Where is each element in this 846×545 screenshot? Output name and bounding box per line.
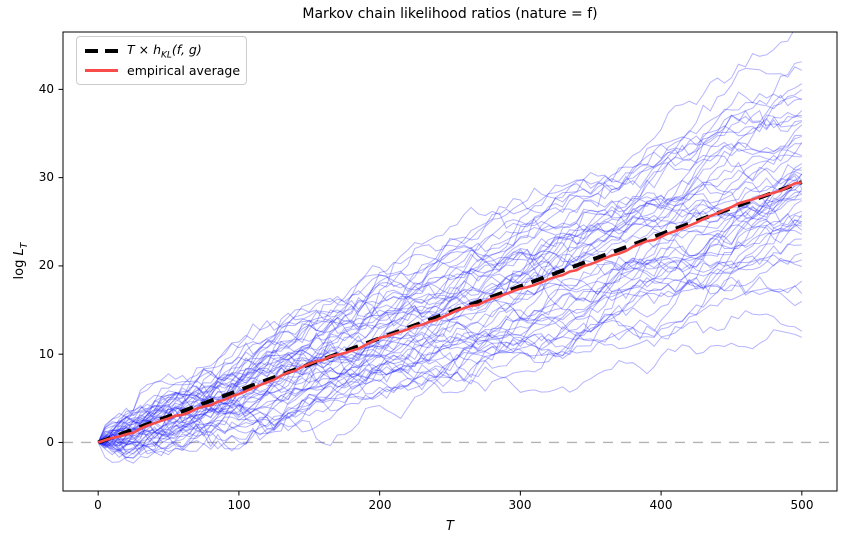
- y-tick-label-30: 30: [38, 170, 54, 184]
- trajectory-path: [98, 163, 802, 443]
- trajectory-path: [97, 213, 803, 448]
- trajectory-path: [97, 208, 802, 453]
- trajectory-path: [98, 214, 803, 453]
- trajectory-path: [97, 94, 802, 443]
- trajectory-path: [97, 197, 802, 464]
- trajectory-path: [97, 119, 802, 443]
- kl-reference-line: [97, 180, 803, 445]
- legend-dashed-line-sample: [85, 48, 118, 53]
- trajectory-path: [98, 154, 802, 443]
- trajectory-path: [97, 170, 802, 443]
- axes-spines: [62, 31, 838, 492]
- legend-entry-empirical-average: empirical average: [85, 61, 241, 81]
- trajectory-path: [97, 134, 802, 443]
- trajectory-path: [97, 259, 802, 443]
- x-tick-label-0: 0: [94, 498, 102, 512]
- x-tick-label-200: 200: [368, 498, 392, 512]
- trajectory-path: [97, 32, 802, 447]
- trajectory-path: [97, 66, 803, 455]
- x-tick-label-100: 100: [227, 498, 251, 512]
- trajectory-path: [97, 61, 802, 443]
- x-axis-label: T: [446, 519, 454, 534]
- empirical-average-line: [97, 181, 802, 444]
- trajectory-path: [98, 163, 803, 446]
- trajectory-path: [98, 217, 803, 443]
- trajectory-path: [98, 166, 803, 450]
- trajectory-path: [98, 193, 803, 443]
- y-axis-label: log LT: [12, 242, 30, 280]
- trajectory-path: [97, 238, 802, 450]
- trajectory-path: [97, 224, 802, 452]
- trajectory-path: [98, 135, 802, 443]
- legend-label-empirical-average: empirical average: [127, 62, 241, 78]
- legend: T × hKL(f, g) empirical average: [76, 36, 247, 85]
- trajectory-path: [98, 219, 802, 458]
- legend-entry-kl-line: T × hKL(f, g): [85, 41, 238, 61]
- trajectory-path: [97, 229, 803, 451]
- trajectory-path: [97, 95, 803, 443]
- trajectory-path: [97, 174, 803, 446]
- y-tick-label-20: 20: [38, 258, 54, 272]
- trajectory-path: [97, 152, 802, 456]
- legend-red-line-sample: [85, 68, 118, 72]
- chart-title: Markov chain likelihood ratios (nature =…: [302, 6, 598, 22]
- trajectory-path: [97, 243, 802, 443]
- data-layer: [63, 32, 837, 464]
- y-tick-label-40: 40: [38, 82, 54, 96]
- trajectory-path: [97, 173, 803, 443]
- trajectory-path: [97, 83, 803, 443]
- trajectory-path: [98, 210, 802, 448]
- trajectory-path: [98, 109, 802, 451]
- trajectory-path: [98, 115, 802, 444]
- trajectory-path: [98, 276, 803, 448]
- trajectory-path: [98, 257, 802, 443]
- trajectory-path: [97, 193, 802, 463]
- trajectory-path: [98, 329, 802, 452]
- trajectory-path: [97, 188, 803, 459]
- y-tick-label-0: 0: [46, 435, 54, 449]
- trajectory-path: [97, 142, 803, 443]
- x-tick-label-400: 400: [649, 498, 673, 512]
- trajectory-path: [98, 124, 803, 444]
- x-tick-label-300: 300: [508, 498, 532, 512]
- legend-label-kl: T × hKL(f, g): [127, 41, 202, 61]
- trajectory-path: [97, 166, 803, 443]
- trajectory-path: [97, 310, 803, 443]
- trajectory-path: [98, 182, 803, 459]
- trajectory-path: [98, 89, 803, 445]
- y-tick-label-10: 10: [38, 347, 54, 361]
- trajectory-path: [98, 276, 803, 445]
- trajectory-path: [97, 114, 803, 443]
- trajectory-path: [98, 143, 802, 443]
- x-tick-label-500: 500: [790, 498, 814, 512]
- trajectory-path: [97, 188, 803, 456]
- trajectory-path: [98, 252, 802, 446]
- trajectory-path: [98, 182, 803, 456]
- trajectory-path: [98, 190, 802, 446]
